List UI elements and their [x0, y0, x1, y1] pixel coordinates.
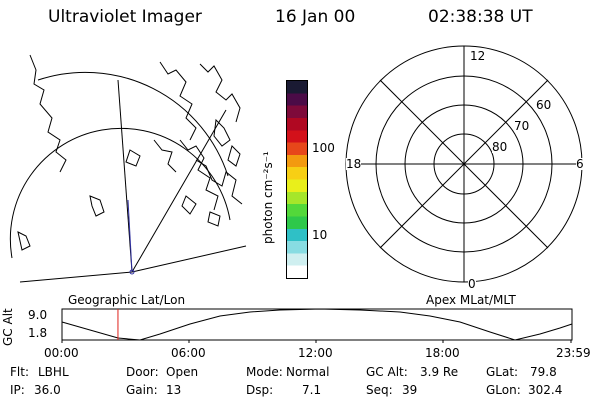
- mlt-line-diagonal: [379, 79, 549, 249]
- glon-value: 302.4: [528, 383, 563, 397]
- door-label: Door:: [126, 365, 159, 379]
- coastline: [213, 118, 231, 147]
- mlt-label-0: 0: [468, 277, 476, 291]
- coastline: [199, 63, 241, 123]
- coastline: [227, 145, 241, 167]
- app-title: Ultraviolet Imager: [48, 7, 202, 27]
- mode-value: Normal: [286, 365, 330, 379]
- header-time: 02:38:38 UT: [428, 7, 533, 27]
- flt-label: Flt:: [10, 365, 29, 379]
- colorbar: [286, 80, 308, 279]
- seq-label: Seq:: [366, 383, 393, 397]
- glon-label: GLon:: [486, 383, 521, 397]
- timeline-frame: [61, 308, 573, 341]
- lat-label-60: 60: [536, 98, 552, 112]
- apex-panel-label: Apex MLat/MLT: [426, 293, 516, 307]
- timeline-x-tick-label: 12:00: [298, 346, 333, 360]
- flt-value: LBHL: [38, 365, 69, 379]
- gc-alt-label: GC Alt:: [366, 365, 408, 379]
- coastline: [179, 139, 219, 211]
- colorbar-tick-100: 100: [312, 141, 335, 155]
- longitude-line: [131, 109, 227, 273]
- dsp-label: Dsp:: [246, 383, 274, 397]
- pointing-line: [127, 199, 133, 273]
- lat-label-70: 70: [514, 119, 530, 133]
- mode-label: Mode:: [246, 365, 283, 379]
- header-date: 16 Jan 00: [275, 7, 356, 27]
- gain-label: Gain:: [126, 383, 158, 397]
- gc-alt-value: 3.9 Re: [420, 365, 459, 379]
- door-value: Open: [166, 365, 199, 379]
- geographic-panel-label: Geographic Lat/Lon: [68, 293, 186, 307]
- coastline: [159, 61, 197, 141]
- longitude-line: [117, 79, 133, 273]
- timeline-y-label: GC Alt: [1, 308, 15, 346]
- glat-label: GLat:: [486, 365, 519, 379]
- timeline-x-tick-label: 18:00: [425, 346, 460, 360]
- timeline-x-tick-label: 00:00: [44, 346, 79, 360]
- glat-value: 79.8: [530, 365, 557, 379]
- ip-value: 36.0: [34, 383, 61, 397]
- coastline: [17, 231, 31, 251]
- dsp-value: 7.1: [302, 383, 322, 397]
- latitude-circle: [9, 127, 231, 259]
- mlt-label-18: 18: [346, 157, 362, 171]
- lat-label-80: 80: [492, 140, 508, 154]
- coastline: [125, 149, 141, 167]
- gain-value: 13: [166, 383, 182, 397]
- mlt-label-6: 6: [576, 157, 584, 171]
- colorbar-tick-10: 10: [312, 228, 328, 242]
- longitude-line: [19, 271, 133, 283]
- timeline-x-tick-label: 06:00: [171, 346, 206, 360]
- longitude-line: [131, 245, 247, 273]
- coastline: [29, 54, 67, 173]
- altitude-curve: [61, 308, 573, 341]
- timeline-x-tick-label: 23:59: [556, 346, 591, 360]
- latitude-circle: [37, 71, 229, 177]
- ip-label: IP:: [10, 383, 25, 397]
- mlt-label-12: 12: [470, 49, 486, 63]
- coastline: [207, 211, 221, 227]
- coastline: [153, 139, 177, 173]
- coastline: [195, 159, 243, 205]
- coastline: [181, 195, 197, 215]
- coastline: [89, 195, 105, 217]
- timeline-y-tick-max: 9.0: [28, 308, 48, 322]
- timeline-y-tick-min: 1.8: [28, 326, 48, 340]
- seq-value: 39: [402, 383, 418, 397]
